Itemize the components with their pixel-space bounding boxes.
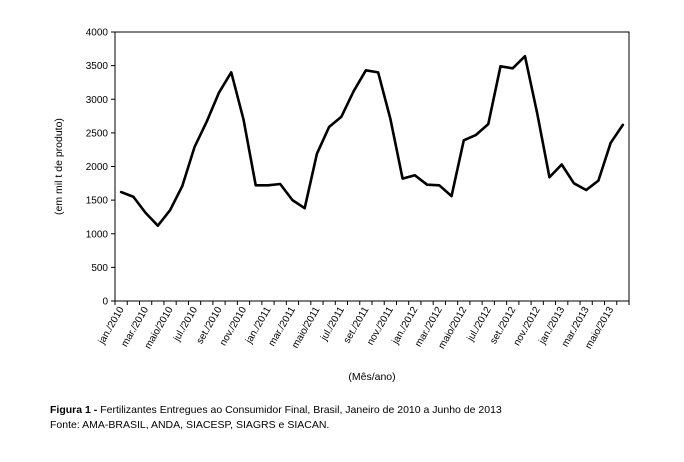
series-layer — [119, 54, 625, 227]
line-chart: 0 500 1000 1500 2000 2500 3000 3500 4000 jan./20… — [53, 28, 630, 383]
y-axis-title: (em mil t de produto) — [53, 118, 65, 215]
y-tick-label: 3000 — [86, 95, 109, 106]
x-axis: jan./2010mar./2010maio/2010jul./2010set.… — [96, 301, 630, 351]
y-tick-label: 3500 — [86, 61, 109, 72]
series-line — [119, 54, 625, 227]
figure-caption-text: Fertilizantes Entregues ao Consumidor Fi… — [100, 404, 502, 416]
figure-caption: Figura 1 - Fertilizantes Entregues ao Co… — [50, 403, 502, 418]
figure-label: Figura 1 - — [50, 404, 98, 416]
x-axis-title: (Mês/ano) — [348, 371, 395, 383]
y-tick-label: 2000 — [86, 162, 109, 173]
figure-source: Fonte: AMA-BRASIL, ANDA, SIACESP, SIAGRS… — [50, 419, 330, 431]
y-tick-label: 2500 — [86, 128, 109, 139]
y-tick-label: 1000 — [86, 229, 109, 240]
y-tick-label: 0 — [102, 297, 108, 308]
y-tick-label: 4000 — [86, 28, 109, 39]
y-tick-label: 1500 — [86, 196, 109, 207]
y-tick-label: 500 — [91, 263, 108, 274]
